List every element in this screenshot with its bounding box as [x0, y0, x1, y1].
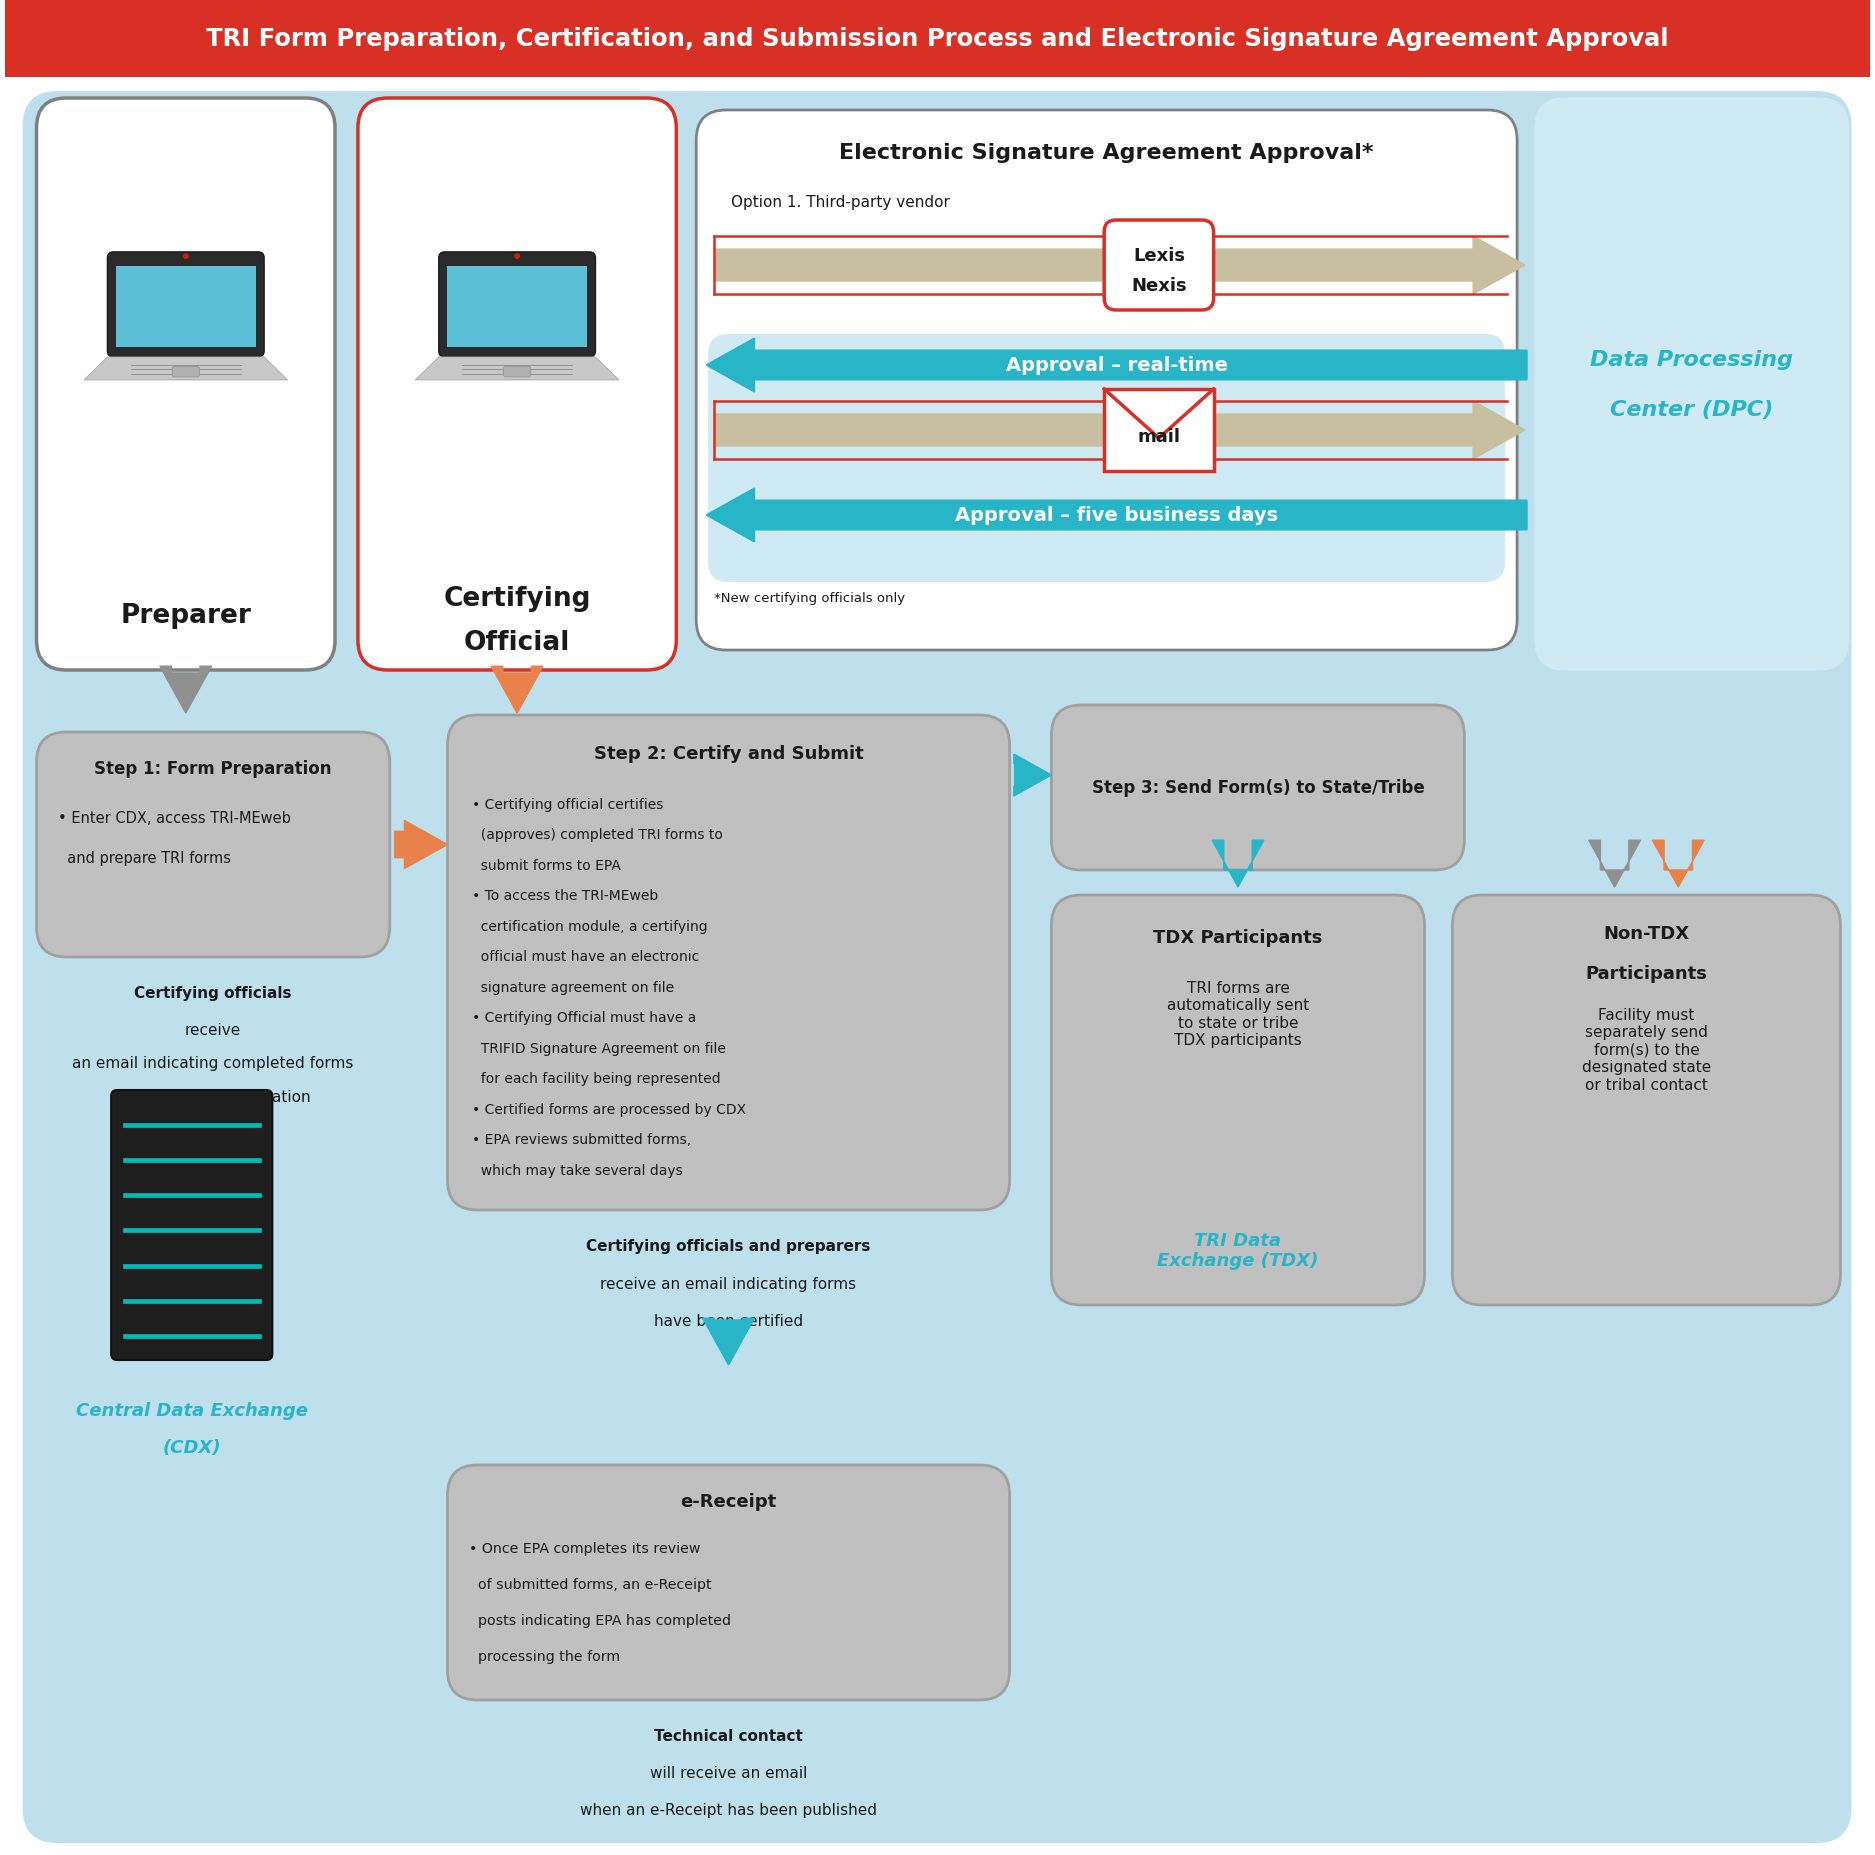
- Text: • Certifying Official must have a: • Certifying Official must have a: [472, 1011, 698, 1026]
- Text: TRI forms are
automatically sent
to state or tribe
TDX participants: TRI forms are automatically sent to stat…: [1166, 981, 1309, 1048]
- Text: e-Receipt: e-Receipt: [681, 1491, 776, 1510]
- Polygon shape: [396, 822, 448, 868]
- Text: Participants: Participants: [1586, 965, 1708, 983]
- Text: Preparer: Preparer: [120, 603, 251, 629]
- Text: • Enter CDX, access TRI-MEweb: • Enter CDX, access TRI-MEweb: [58, 811, 291, 825]
- Text: Non-TDX: Non-TDX: [1603, 924, 1689, 942]
- Text: Central Data Exchange: Central Data Exchange: [75, 1401, 308, 1419]
- FancyBboxPatch shape: [107, 252, 264, 358]
- Text: Step 2: Certify and Submit: Step 2: Certify and Submit: [594, 744, 862, 762]
- FancyBboxPatch shape: [709, 334, 1506, 582]
- FancyBboxPatch shape: [448, 716, 1009, 1209]
- Text: Data Processing: Data Processing: [1590, 351, 1792, 369]
- Text: Step 1: Form Preparation: Step 1: Form Preparation: [94, 759, 332, 777]
- Text: signature agreement on file: signature agreement on file: [472, 981, 675, 994]
- Text: Center (DPC): Center (DPC): [1611, 401, 1774, 419]
- FancyBboxPatch shape: [1104, 221, 1213, 312]
- Text: when an e-Receipt has been published: when an e-Receipt has been published: [579, 1801, 878, 1818]
- Circle shape: [514, 254, 519, 260]
- Polygon shape: [1211, 840, 1264, 887]
- Text: official must have an electronic: official must have an electronic: [472, 950, 699, 965]
- Text: Step 3: Send Form(s) to State/Tribe: Step 3: Send Form(s) to State/Tribe: [1091, 779, 1425, 798]
- Text: Facility must
separately send
form(s) to the
designated state
or tribal contact: Facility must separately send form(s) to…: [1582, 1007, 1712, 1093]
- Text: for each facility being represented: for each facility being represented: [472, 1072, 722, 1085]
- Text: and prepare TRI forms: and prepare TRI forms: [58, 851, 231, 866]
- FancyBboxPatch shape: [22, 93, 1851, 1844]
- Text: • Certifying official certifies: • Certifying official certifies: [472, 798, 664, 811]
- Polygon shape: [703, 1319, 754, 1365]
- Text: *New certifying officials only: *New certifying officials only: [714, 592, 906, 605]
- Text: Certifying officials: Certifying officials: [135, 985, 292, 1000]
- FancyBboxPatch shape: [172, 367, 199, 378]
- FancyBboxPatch shape: [504, 367, 531, 378]
- Text: • Once EPA completes its review: • Once EPA completes its review: [469, 1542, 701, 1554]
- Text: have been certified: have been certified: [654, 1313, 802, 1328]
- Text: Certifying officials and preparers: Certifying officials and preparers: [587, 1239, 870, 1254]
- FancyBboxPatch shape: [358, 98, 677, 672]
- Text: which may take several days: which may take several days: [472, 1163, 682, 1178]
- Text: Electronic Signature Agreement Approval*: Electronic Signature Agreement Approval*: [840, 143, 1374, 163]
- Text: TRIFID Signature Agreement on file: TRIFID Signature Agreement on file: [472, 1041, 726, 1055]
- FancyBboxPatch shape: [116, 267, 255, 349]
- Polygon shape: [1014, 755, 1052, 796]
- Polygon shape: [1588, 840, 1641, 887]
- FancyBboxPatch shape: [36, 98, 336, 672]
- FancyBboxPatch shape: [1052, 705, 1464, 870]
- Polygon shape: [414, 358, 619, 380]
- Text: Approval – real-time: Approval – real-time: [1005, 356, 1228, 375]
- Text: mail: mail: [1138, 429, 1181, 445]
- Text: Option 1. Third-party vendor: Option 1. Third-party vendor: [731, 195, 951, 210]
- Text: Option 2. Mail to DPC: Option 2. Mail to DPC: [741, 362, 904, 377]
- FancyBboxPatch shape: [448, 1465, 1009, 1699]
- Text: Official: Official: [463, 629, 570, 655]
- Text: • EPA reviews submitted forms,: • EPA reviews submitted forms,: [472, 1133, 692, 1146]
- Polygon shape: [491, 666, 544, 714]
- Text: TRI Form Preparation, Certification, and Submission Process and Electronic Signa: TRI Form Preparation, Certification, and…: [206, 28, 1669, 50]
- FancyBboxPatch shape: [696, 111, 1517, 651]
- Text: • Certified forms are processed by CDX: • Certified forms are processed by CDX: [472, 1102, 746, 1117]
- FancyBboxPatch shape: [1104, 390, 1213, 471]
- Text: Lexis: Lexis: [1132, 247, 1185, 265]
- Text: will receive an email: will receive an email: [651, 1766, 808, 1781]
- Text: submit forms to EPA: submit forms to EPA: [472, 859, 621, 872]
- FancyBboxPatch shape: [111, 1091, 272, 1360]
- Polygon shape: [714, 403, 1524, 460]
- Text: processing the form: processing the form: [469, 1649, 621, 1664]
- Polygon shape: [714, 237, 1524, 295]
- Text: (CDX): (CDX): [163, 1438, 221, 1456]
- Polygon shape: [707, 339, 1526, 393]
- Text: Technical contact: Technical contact: [654, 1729, 802, 1744]
- Text: (approves) completed TRI forms to: (approves) completed TRI forms to: [472, 827, 724, 842]
- Circle shape: [184, 254, 189, 260]
- Text: are ready for certification: are ready for certification: [116, 1089, 311, 1104]
- Polygon shape: [1652, 840, 1704, 887]
- FancyBboxPatch shape: [439, 252, 596, 358]
- FancyBboxPatch shape: [1453, 896, 1841, 1306]
- FancyBboxPatch shape: [1052, 896, 1425, 1306]
- Text: Approval – five business days: Approval – five business days: [954, 506, 1279, 525]
- FancyBboxPatch shape: [1536, 98, 1849, 672]
- Text: posts indicating EPA has completed: posts indicating EPA has completed: [469, 1614, 731, 1627]
- Text: TDX Participants: TDX Participants: [1153, 929, 1322, 946]
- Polygon shape: [84, 358, 287, 380]
- Text: certification module, a certifying: certification module, a certifying: [472, 920, 709, 933]
- Text: Nexis: Nexis: [1131, 276, 1187, 295]
- Text: Certifying: Certifying: [442, 586, 591, 612]
- Polygon shape: [4, 0, 1871, 78]
- Polygon shape: [707, 488, 1526, 544]
- Text: receive: receive: [186, 1022, 242, 1037]
- Text: receive an email indicating forms: receive an email indicating forms: [600, 1276, 857, 1291]
- Text: an email indicating completed forms: an email indicating completed forms: [73, 1055, 354, 1070]
- FancyBboxPatch shape: [446, 267, 587, 349]
- Text: • To access the TRI-MEweb: • To access the TRI-MEweb: [472, 889, 658, 903]
- Text: TRI Data
Exchange (TDX): TRI Data Exchange (TDX): [1157, 1232, 1318, 1269]
- Polygon shape: [159, 666, 212, 714]
- FancyBboxPatch shape: [36, 733, 390, 957]
- Text: of submitted forms, an e-Receipt: of submitted forms, an e-Receipt: [469, 1577, 712, 1592]
